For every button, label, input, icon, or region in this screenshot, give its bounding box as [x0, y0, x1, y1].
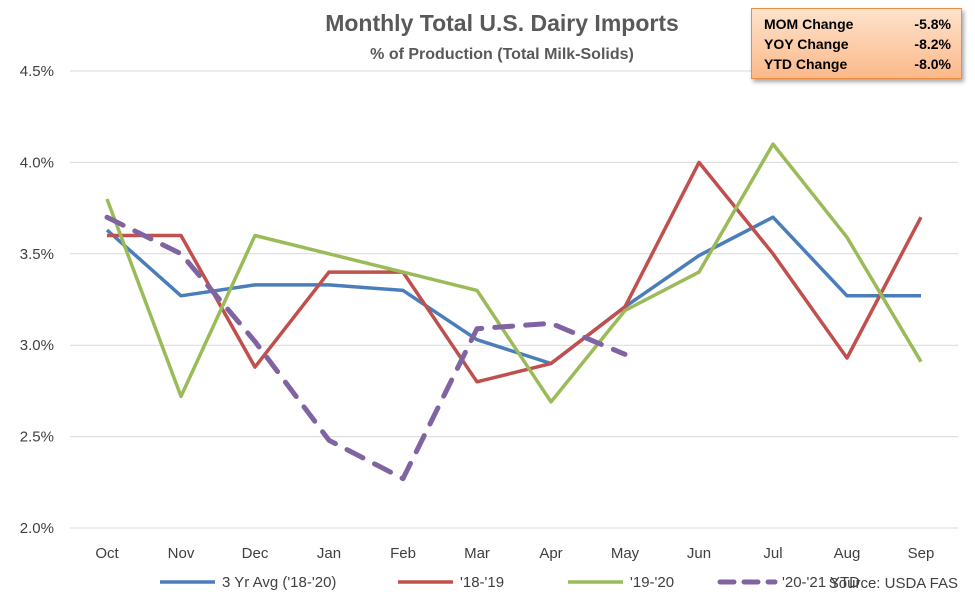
- x-tick-label: Mar: [464, 545, 490, 562]
- legend: 3 Yr Avg ('18-'20) '18-'19 '19-'20 '20-'21 …: [160, 574, 860, 591]
- change-summary-box: MOM Change -5.8% YOY Change -8.2% YTD Ch…: [751, 8, 962, 79]
- change-value: -8.2%: [914, 36, 951, 52]
- x-tick-label: Jan: [317, 545, 341, 562]
- gridlines: [70, 70, 958, 529]
- y-tick-label: 3.0%: [20, 337, 54, 354]
- x-tick-label: Aug: [834, 545, 861, 562]
- x-tick-label: Jul: [763, 545, 782, 562]
- x-tick-label: Nov: [168, 545, 195, 562]
- series-line-1: [105, 215, 921, 366]
- series-line-3: [105, 142, 923, 404]
- legend-label: '20-'21 YTD: [782, 574, 860, 591]
- y-tick-label: 3.5%: [20, 246, 54, 263]
- y-axis-ticks: 2.0% 2.5% 3.0% 3.5% 4.0% 4.5%: [20, 63, 54, 537]
- x-tick-label: Jun: [687, 545, 711, 562]
- x-tick-label: Sep: [908, 545, 935, 562]
- legend-label: 3 Yr Avg ('18-'20): [222, 574, 336, 591]
- change-value: -8.0%: [914, 56, 951, 72]
- chart-subtitle: % of Production (Total Milk-Solids): [370, 46, 634, 63]
- change-label: YOY Change: [764, 36, 849, 52]
- y-tick-label: 4.0%: [20, 154, 54, 171]
- x-axis-ticks: Oct Nov Dec Jan Feb Mar Apr May Jun Jul Aug Sep: [95, 545, 934, 562]
- change-row-ytd: YTD Change -8.0%: [764, 54, 951, 74]
- series-lines: [104, 142, 923, 482]
- x-tick-label: Apr: [539, 545, 562, 562]
- change-label: YTD Change: [764, 56, 848, 72]
- change-row-yoy: YOY Change -8.2%: [764, 34, 951, 54]
- y-tick-label: 2.5%: [20, 429, 54, 446]
- legend-label: '18-'19: [460, 574, 504, 591]
- chart-title: Monthly Total U.S. Dairy Imports: [325, 10, 679, 36]
- y-tick-label: 4.5%: [20, 63, 54, 80]
- change-label: MOM Change: [764, 16, 854, 32]
- change-row-mom: MOM Change -5.8%: [764, 14, 951, 34]
- change-value: -5.8%: [914, 16, 951, 32]
- x-tick-label: Feb: [390, 545, 416, 562]
- x-tick-label: May: [611, 545, 640, 562]
- x-tick-label: Dec: [242, 545, 269, 562]
- x-tick-label: Oct: [95, 545, 119, 562]
- source-note: Source: USDA FAS: [829, 575, 958, 592]
- series-line-4: [104, 214, 628, 482]
- series-line-2: [107, 160, 923, 384]
- y-tick-label: 2.0%: [20, 520, 54, 537]
- legend-label: '19-'20: [630, 574, 674, 591]
